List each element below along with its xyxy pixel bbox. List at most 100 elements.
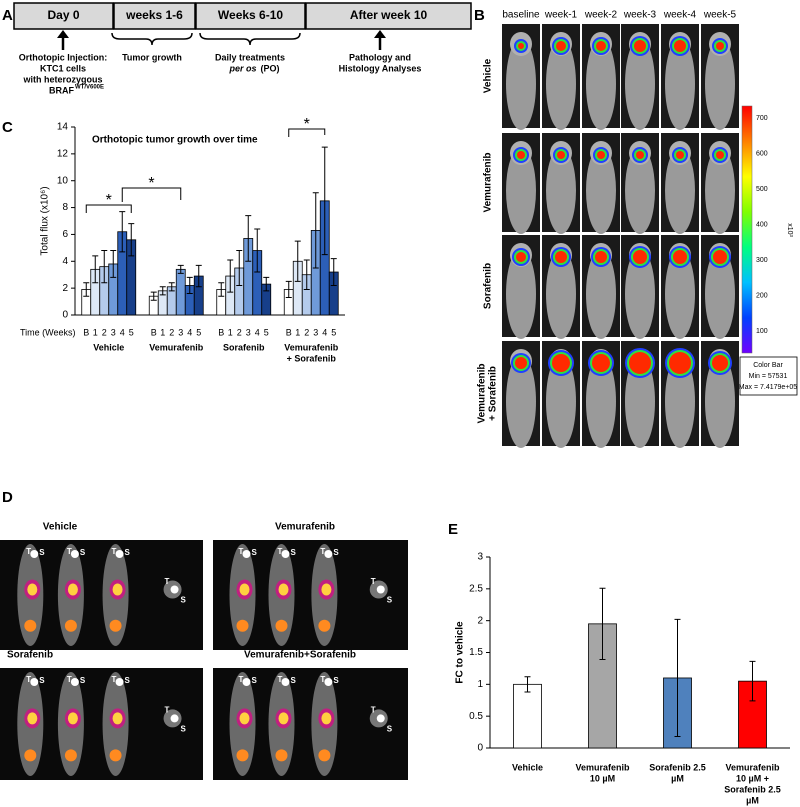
- label: Vehicle: [483, 58, 494, 93]
- error-bar: [330, 258, 337, 286]
- label: B: [83, 327, 89, 337]
- label: week-4: [663, 10, 697, 21]
- pet-tumor: [115, 550, 124, 558]
- error-bar: [177, 264, 184, 274]
- label: D: [2, 489, 13, 506]
- label: 500: [756, 186, 768, 193]
- label: BRAF: [49, 85, 74, 95]
- error-bar: [92, 255, 99, 284]
- signal-core: [518, 43, 524, 49]
- label: 2: [237, 327, 242, 337]
- signal-core: [596, 41, 606, 51]
- label: T: [26, 675, 31, 684]
- label: Histology Analyses: [339, 63, 422, 73]
- pet-axial-tumor: [376, 714, 385, 723]
- label: 2: [169, 327, 174, 337]
- label: Orthotopic Injection:: [19, 52, 108, 62]
- label: 3: [178, 327, 183, 337]
- mouse-body: [506, 38, 536, 130]
- label: Sorafenib: [483, 263, 494, 309]
- signal-core: [515, 357, 527, 369]
- label: Vemurafenib: [275, 522, 335, 533]
- label: + Sorafenib: [488, 366, 499, 421]
- mouse-body: [546, 249, 576, 339]
- label: 1: [477, 679, 483, 690]
- error-bar: [599, 587, 606, 661]
- label: S: [387, 596, 393, 605]
- pet-hot: [112, 712, 123, 725]
- label: T: [239, 675, 244, 684]
- label: 700: [756, 115, 768, 122]
- label: C: [2, 119, 13, 136]
- mouse-body: [586, 249, 616, 339]
- label: KTC1 cells: [40, 63, 86, 73]
- label: S: [252, 676, 258, 685]
- pet-hot: [112, 583, 123, 596]
- error-bar: [245, 215, 252, 262]
- label: T: [112, 547, 117, 556]
- label: S: [181, 725, 187, 734]
- label: Sorafenib: [7, 650, 53, 661]
- label: T: [165, 577, 170, 586]
- timeline-box: [113, 2, 196, 30]
- signal-core: [676, 151, 684, 159]
- pet-bladder: [318, 749, 331, 762]
- arrowhead: [374, 30, 386, 38]
- label: (PO): [261, 63, 280, 73]
- signal-core: [712, 355, 728, 371]
- label: baseline: [502, 10, 540, 21]
- label: 1.5: [469, 647, 483, 658]
- label: 4: [62, 256, 68, 267]
- signal-core: [674, 40, 686, 52]
- label: B: [218, 327, 224, 337]
- label: 6: [62, 229, 68, 240]
- label: Weeks 6-10: [218, 8, 283, 22]
- signal-core: [555, 251, 567, 263]
- pet-bladder: [236, 749, 249, 762]
- mouse-body: [586, 355, 616, 448]
- label: Sorafenib 2.5: [649, 762, 706, 772]
- label: S: [387, 725, 393, 734]
- label: Total flux (x10⁶): [40, 186, 51, 255]
- pet-axial-tumor: [170, 714, 179, 723]
- label: Sorafenib 2.5: [724, 784, 781, 794]
- pet-tumor: [324, 678, 333, 686]
- label: T: [278, 675, 283, 684]
- signal-core: [669, 352, 691, 374]
- label: 3: [111, 327, 116, 337]
- label: 0: [62, 310, 68, 321]
- error-bar: [159, 286, 166, 296]
- label: Color Bar: [753, 362, 783, 369]
- label: week-5: [703, 10, 737, 21]
- mouse-body: [506, 249, 536, 339]
- brace: [199, 32, 301, 46]
- error-bar: [218, 282, 225, 297]
- error-bar: [83, 282, 90, 297]
- signal-core: [716, 151, 724, 159]
- label: 600: [756, 150, 768, 157]
- label: S: [80, 676, 86, 685]
- pet-tumor: [70, 678, 79, 686]
- mouse-body: [625, 147, 655, 234]
- label: with heterozygous: [22, 74, 102, 84]
- colorbar: [741, 105, 753, 354]
- pet-hot: [321, 583, 332, 596]
- label: T: [371, 577, 376, 586]
- pet-hot: [67, 583, 78, 596]
- error-bar: [168, 282, 175, 292]
- signal-core: [716, 42, 724, 50]
- label: Vemurafenib: [575, 762, 630, 772]
- mouse-body: [546, 38, 576, 130]
- pet-bladder: [275, 619, 288, 632]
- mouse-body: [506, 355, 536, 448]
- label: *: [304, 116, 310, 133]
- pet-hot: [239, 712, 250, 725]
- pet-tumor: [281, 550, 290, 558]
- label: 400: [756, 221, 768, 228]
- error-bar: [150, 291, 157, 301]
- label: B: [474, 7, 485, 24]
- label: S: [291, 548, 297, 557]
- pet-hot: [278, 583, 289, 596]
- mouse-body: [705, 38, 735, 130]
- label: Vemurafenib: [725, 762, 780, 772]
